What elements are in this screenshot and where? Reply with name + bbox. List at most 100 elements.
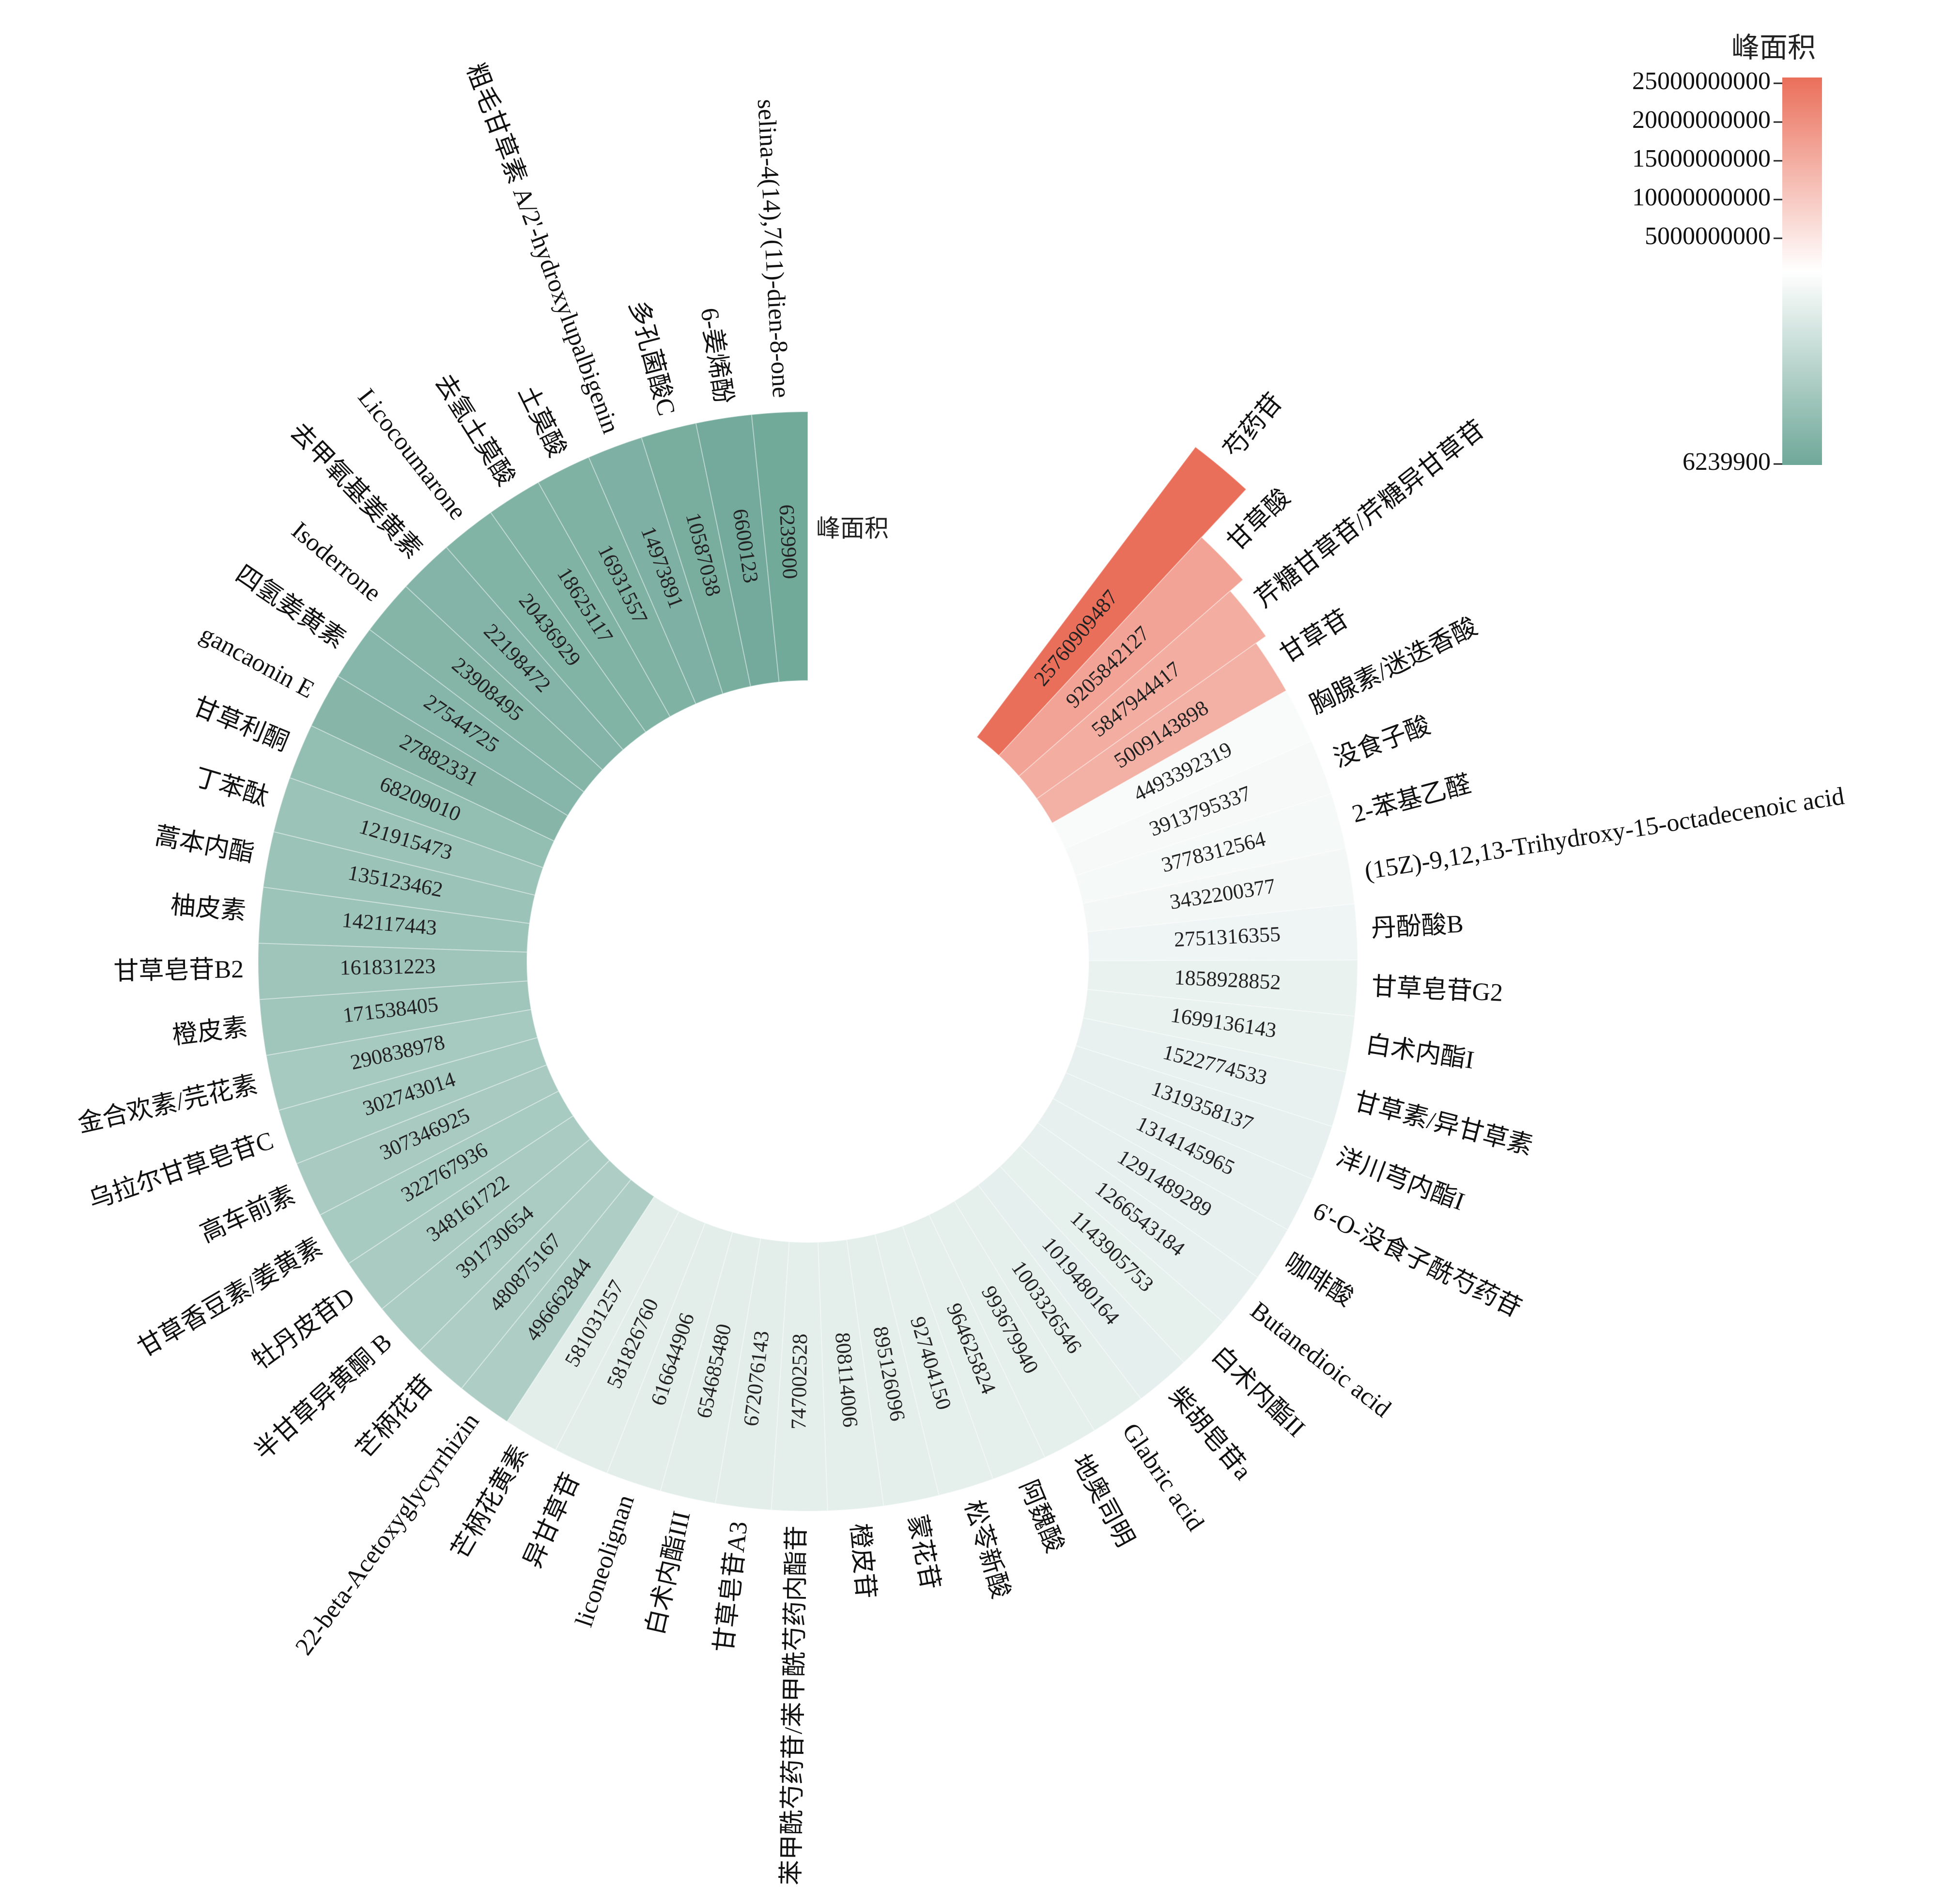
bar-54 [695, 414, 780, 687]
category-label-32: 芒柄花苷 [351, 1370, 439, 1464]
category-label-22: 松苓新酸 [959, 1497, 1015, 1602]
bar-55 [751, 411, 808, 683]
bar-43 [273, 777, 544, 896]
value-label-10: 1858928852 [1174, 965, 1281, 994]
bar-8 [1082, 847, 1355, 933]
bar-14 [1052, 1072, 1313, 1231]
bar-2 [998, 536, 1244, 777]
bar-27 [660, 1231, 761, 1504]
bar-44 [289, 725, 555, 868]
bar-49 [446, 511, 647, 751]
category-label-54: 6-姜烯酚 [695, 306, 737, 406]
category-label-9: 丹酚酸B [1371, 910, 1464, 943]
bar-28 [606, 1222, 733, 1492]
bar-34 [348, 1115, 591, 1310]
category-label-24: 橙皮苷 [846, 1522, 880, 1600]
bar-47 [369, 586, 603, 793]
bar-24 [817, 1239, 884, 1512]
bar-16 [1019, 1122, 1259, 1323]
bar-18 [977, 1165, 1185, 1400]
category-label-25: 苯甲酰芍药苷/苯甲酰芍药内酯苷 [778, 1525, 811, 1885]
legend-color-bar [1782, 77, 1822, 465]
category-label-6: 没食子酸 [1330, 712, 1434, 773]
value-axis-title: 峰面积 [816, 515, 889, 542]
category-label-13: 洋川芎内酯I [1333, 1143, 1468, 1216]
bar-25 [771, 1241, 828, 1512]
category-label-53: 多孔菌酸C [624, 298, 680, 418]
legend-title: 峰面积 [1731, 32, 1816, 63]
category-label-42: 蒿本内酯 [152, 822, 256, 868]
category-label-38: 金合欢素/芫花素 [75, 1070, 260, 1138]
bar-50 [490, 481, 671, 733]
bar-46 [337, 629, 585, 817]
bar-53 [641, 422, 752, 695]
bar-7 [1075, 793, 1346, 904]
bar-1 [976, 446, 1247, 757]
category-label-41: 柚皮素 [170, 891, 247, 925]
bar-10 [1087, 960, 1358, 1017]
bar-22 [874, 1225, 994, 1496]
category-label-20: 地奥司明 [1067, 1450, 1139, 1551]
bar-17 [999, 1145, 1224, 1363]
bar-20 [928, 1200, 1096, 1458]
bar-32 [419, 1160, 632, 1389]
bar-35 [319, 1090, 574, 1264]
category-label-15: 咖啡酸 [1280, 1248, 1358, 1312]
color-legend: 峰面积 25000000000 20000000000 15000000000 100… [1632, 32, 1822, 476]
category-label-21: 阿魏酸 [1014, 1476, 1069, 1557]
bar-40 [258, 943, 528, 1000]
bar-52 [588, 436, 724, 705]
value-label-25: 747002528 [787, 1333, 812, 1430]
bar-30 [506, 1196, 680, 1451]
bar-19 [953, 1184, 1142, 1431]
legend-tick-label-3: 15000000000 [1632, 145, 1771, 172]
bar-48 [405, 546, 624, 771]
bar-15 [1037, 1098, 1288, 1278]
bar-9 [1086, 903, 1358, 961]
category-label-47: Isoderrone [286, 516, 386, 607]
category-label-23: 蒙花苷 [903, 1513, 944, 1592]
category-label-10: 甘草皂苷G2 [1371, 973, 1503, 1007]
category-label-11: 白术内酯I [1364, 1031, 1476, 1074]
category-label-29: 异甘草苷 [519, 1469, 586, 1572]
category-label-40: 甘草皂苷B2 [113, 956, 244, 986]
value-label-9: 2751316355 [1173, 922, 1281, 952]
bar-3 [1018, 590, 1267, 800]
bar-36 [296, 1064, 559, 1216]
value-label-55: 6239900 [775, 504, 803, 579]
bar-6 [1065, 740, 1332, 877]
category-label-52: 粗毛甘草素 A/2'-hydroxylupalbigenin [461, 60, 625, 437]
category-label-51: 土莫酸 [513, 381, 571, 461]
category-label-55: selina-4(14),7(11)-dien-8-one [752, 98, 795, 399]
category-label-7: 2-苯基乙醛 [1349, 771, 1474, 828]
bar-21 [901, 1214, 1046, 1480]
category-label-43: 丁苯酞 [191, 763, 272, 811]
bar-29 [555, 1210, 706, 1474]
category-label-45: gancaonin E [196, 620, 319, 704]
bar-26 [714, 1238, 790, 1511]
category-label-39: 橙皮素 [171, 1013, 249, 1050]
bar-31 [461, 1178, 655, 1423]
category-label-1: 芍药苷 [1219, 388, 1288, 464]
legend-ticks-group: 25000000000 20000000000 15000000000 1000000… [1632, 67, 1782, 476]
bar-41 [258, 886, 530, 953]
bars-group [258, 411, 1358, 1512]
legend-tick-label-6: 6239900 [1683, 448, 1771, 476]
bar-5 [1051, 690, 1312, 850]
bar-42 [262, 831, 536, 924]
category-label-26: 甘草皂苷A3 [710, 1520, 753, 1654]
legend-tick-label-1: 25000000000 [1632, 67, 1771, 95]
bar-39 [259, 980, 532, 1056]
category-label-3: 芹糖甘草苷/芹糖异甘草苷 [1250, 416, 1490, 613]
bar-33 [381, 1138, 610, 1351]
value-label-40: 161831223 [340, 954, 436, 980]
bar-45 [310, 675, 569, 842]
legend-tick-label-4: 10000000000 [1632, 184, 1771, 211]
category-label-18: 柴胡皂苷a [1163, 1382, 1257, 1485]
legend-tick-label-5: 5000000000 [1645, 222, 1771, 250]
bar-12 [1075, 1017, 1347, 1128]
category-label-27: 白术内酯III [641, 1509, 695, 1638]
category-label-30: 芒柄花黄素 [447, 1441, 534, 1563]
bar-23 [846, 1234, 940, 1507]
